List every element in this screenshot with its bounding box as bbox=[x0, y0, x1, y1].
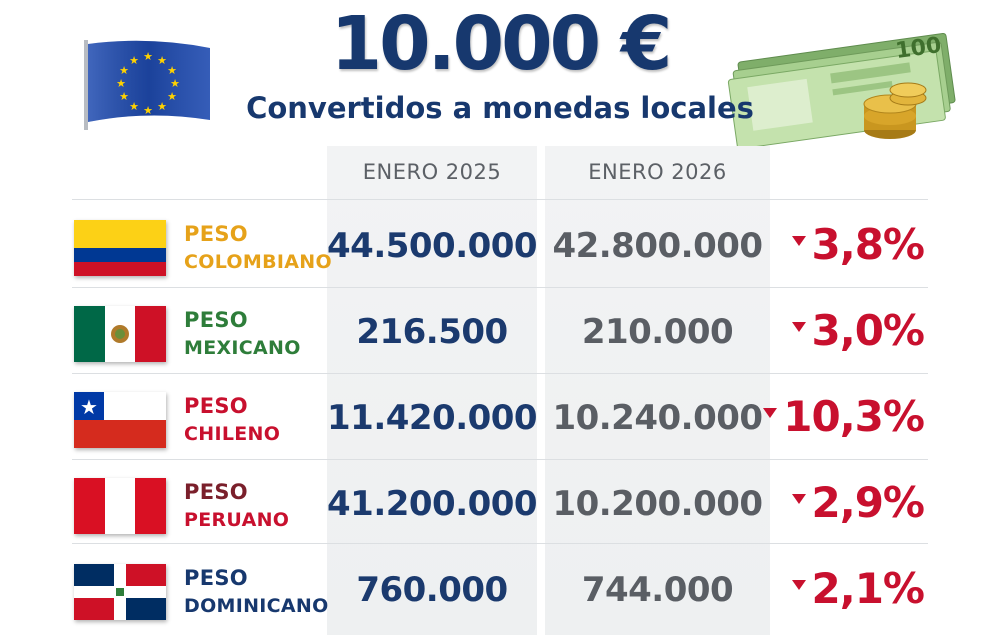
change-percent: 3,8% bbox=[791, 220, 925, 269]
down-triangle-icon bbox=[791, 493, 806, 504]
mexico-flag-icon bbox=[74, 306, 166, 362]
column-header-2025: ENERO 2025 bbox=[362, 160, 502, 184]
page-subtitle: Convertidos a monedas locales bbox=[246, 91, 754, 125]
currency-name-line1: PESO bbox=[184, 480, 248, 504]
value-2025: 11.420.000 bbox=[327, 398, 538, 438]
change-value: 2,9% bbox=[811, 478, 925, 527]
svg-text:★: ★ bbox=[167, 64, 177, 77]
value-2025: 760.000 bbox=[356, 570, 508, 610]
eu-flag-icon: ★ ★ ★ ★ ★ ★ ★ ★ ★ ★ ★ ★ bbox=[78, 38, 218, 130]
peru-flag-icon bbox=[74, 478, 166, 534]
currency-name-line2: MEXICANO bbox=[184, 337, 301, 359]
euro-banknotes-coins-icon: 100 bbox=[722, 26, 962, 150]
currency-name-line2: CHILENO bbox=[184, 423, 281, 445]
column-bg-2026 bbox=[545, 146, 770, 635]
svg-text:★: ★ bbox=[157, 100, 167, 113]
change-percent: 3,0% bbox=[791, 306, 925, 355]
value-2026: 744.000 bbox=[581, 570, 734, 610]
currency-name-line1: PESO bbox=[184, 566, 248, 590]
row-divider bbox=[72, 373, 928, 374]
column-header-2026: ENERO 2026 bbox=[588, 160, 727, 184]
currency-name-line2: COLOMBIANO bbox=[184, 251, 332, 273]
change-percent: 2,9% bbox=[791, 478, 925, 527]
colombia-flag-icon bbox=[74, 220, 166, 276]
change-percent: 10,3% bbox=[763, 392, 925, 441]
svg-text:★: ★ bbox=[119, 90, 129, 103]
row-divider bbox=[72, 287, 928, 288]
svg-text:★: ★ bbox=[167, 90, 177, 103]
currency-name-line2: PERUANO bbox=[184, 509, 290, 531]
change-value: 3,8% bbox=[811, 220, 925, 269]
change-percent: 2,1% bbox=[791, 564, 925, 613]
svg-text:★: ★ bbox=[116, 77, 126, 90]
down-triangle-icon bbox=[791, 579, 806, 590]
value-2026: 210.000 bbox=[581, 312, 734, 352]
table-row: ★ PESO CHILENO 11.420.000 10.240.000 10,… bbox=[0, 374, 1000, 460]
table-row: PESO MEXICANO 216.500 210.000 3,0% bbox=[0, 288, 1000, 374]
currency-name: PESO DOMINICANO bbox=[184, 564, 329, 620]
down-triangle-icon bbox=[791, 321, 806, 332]
svg-text:★: ★ bbox=[143, 50, 153, 63]
down-triangle-icon bbox=[791, 235, 806, 246]
change-value: 2,1% bbox=[811, 564, 925, 613]
row-divider bbox=[72, 459, 928, 460]
svg-text:★: ★ bbox=[129, 100, 139, 113]
currency-name: PESO PERUANO bbox=[184, 478, 289, 534]
table-row: PESO COLOMBIANO 44.500.000 42.800.000 3,… bbox=[0, 202, 1000, 288]
value-2025: 216.500 bbox=[356, 312, 508, 352]
svg-text:★: ★ bbox=[143, 104, 153, 117]
currency-name-line1: PESO bbox=[184, 222, 248, 246]
svg-text:★: ★ bbox=[129, 54, 139, 67]
column-bg-2025 bbox=[327, 146, 537, 635]
change-value: 10,3% bbox=[783, 392, 925, 441]
down-triangle-icon bbox=[763, 407, 778, 418]
page-title: 10.000 € bbox=[330, 1, 673, 87]
value-2025: 41.200.000 bbox=[327, 484, 538, 524]
chile-flag-icon: ★ bbox=[74, 392, 166, 448]
row-divider bbox=[72, 199, 928, 200]
value-2026: 42.800.000 bbox=[552, 226, 763, 266]
value-2026: 10.240.000 bbox=[552, 398, 763, 438]
table-row: PESO PERUANO 41.200.000 10.200.000 2,9% bbox=[0, 460, 1000, 546]
table-row: PESO DOMINICANO 760.000 744.000 2,1% bbox=[0, 546, 1000, 632]
currency-name: PESO MEXICANO bbox=[184, 306, 301, 362]
value-2026: 10.200.000 bbox=[552, 484, 763, 524]
currency-name-line1: PESO bbox=[184, 394, 248, 418]
row-divider bbox=[72, 543, 928, 544]
currency-name-line1: PESO bbox=[184, 308, 248, 332]
currency-name-line2: DOMINICANO bbox=[184, 595, 329, 617]
svg-text:★: ★ bbox=[170, 77, 180, 90]
svg-text:★: ★ bbox=[157, 54, 167, 67]
currency-name: PESO CHILENO bbox=[184, 392, 280, 448]
currency-name: PESO COLOMBIANO bbox=[184, 220, 332, 276]
change-value: 3,0% bbox=[811, 306, 925, 355]
svg-text:★: ★ bbox=[80, 395, 98, 419]
svg-text:★: ★ bbox=[119, 64, 129, 77]
dominican-republic-flag-icon bbox=[74, 564, 166, 620]
value-2025: 44.500.000 bbox=[327, 226, 538, 266]
